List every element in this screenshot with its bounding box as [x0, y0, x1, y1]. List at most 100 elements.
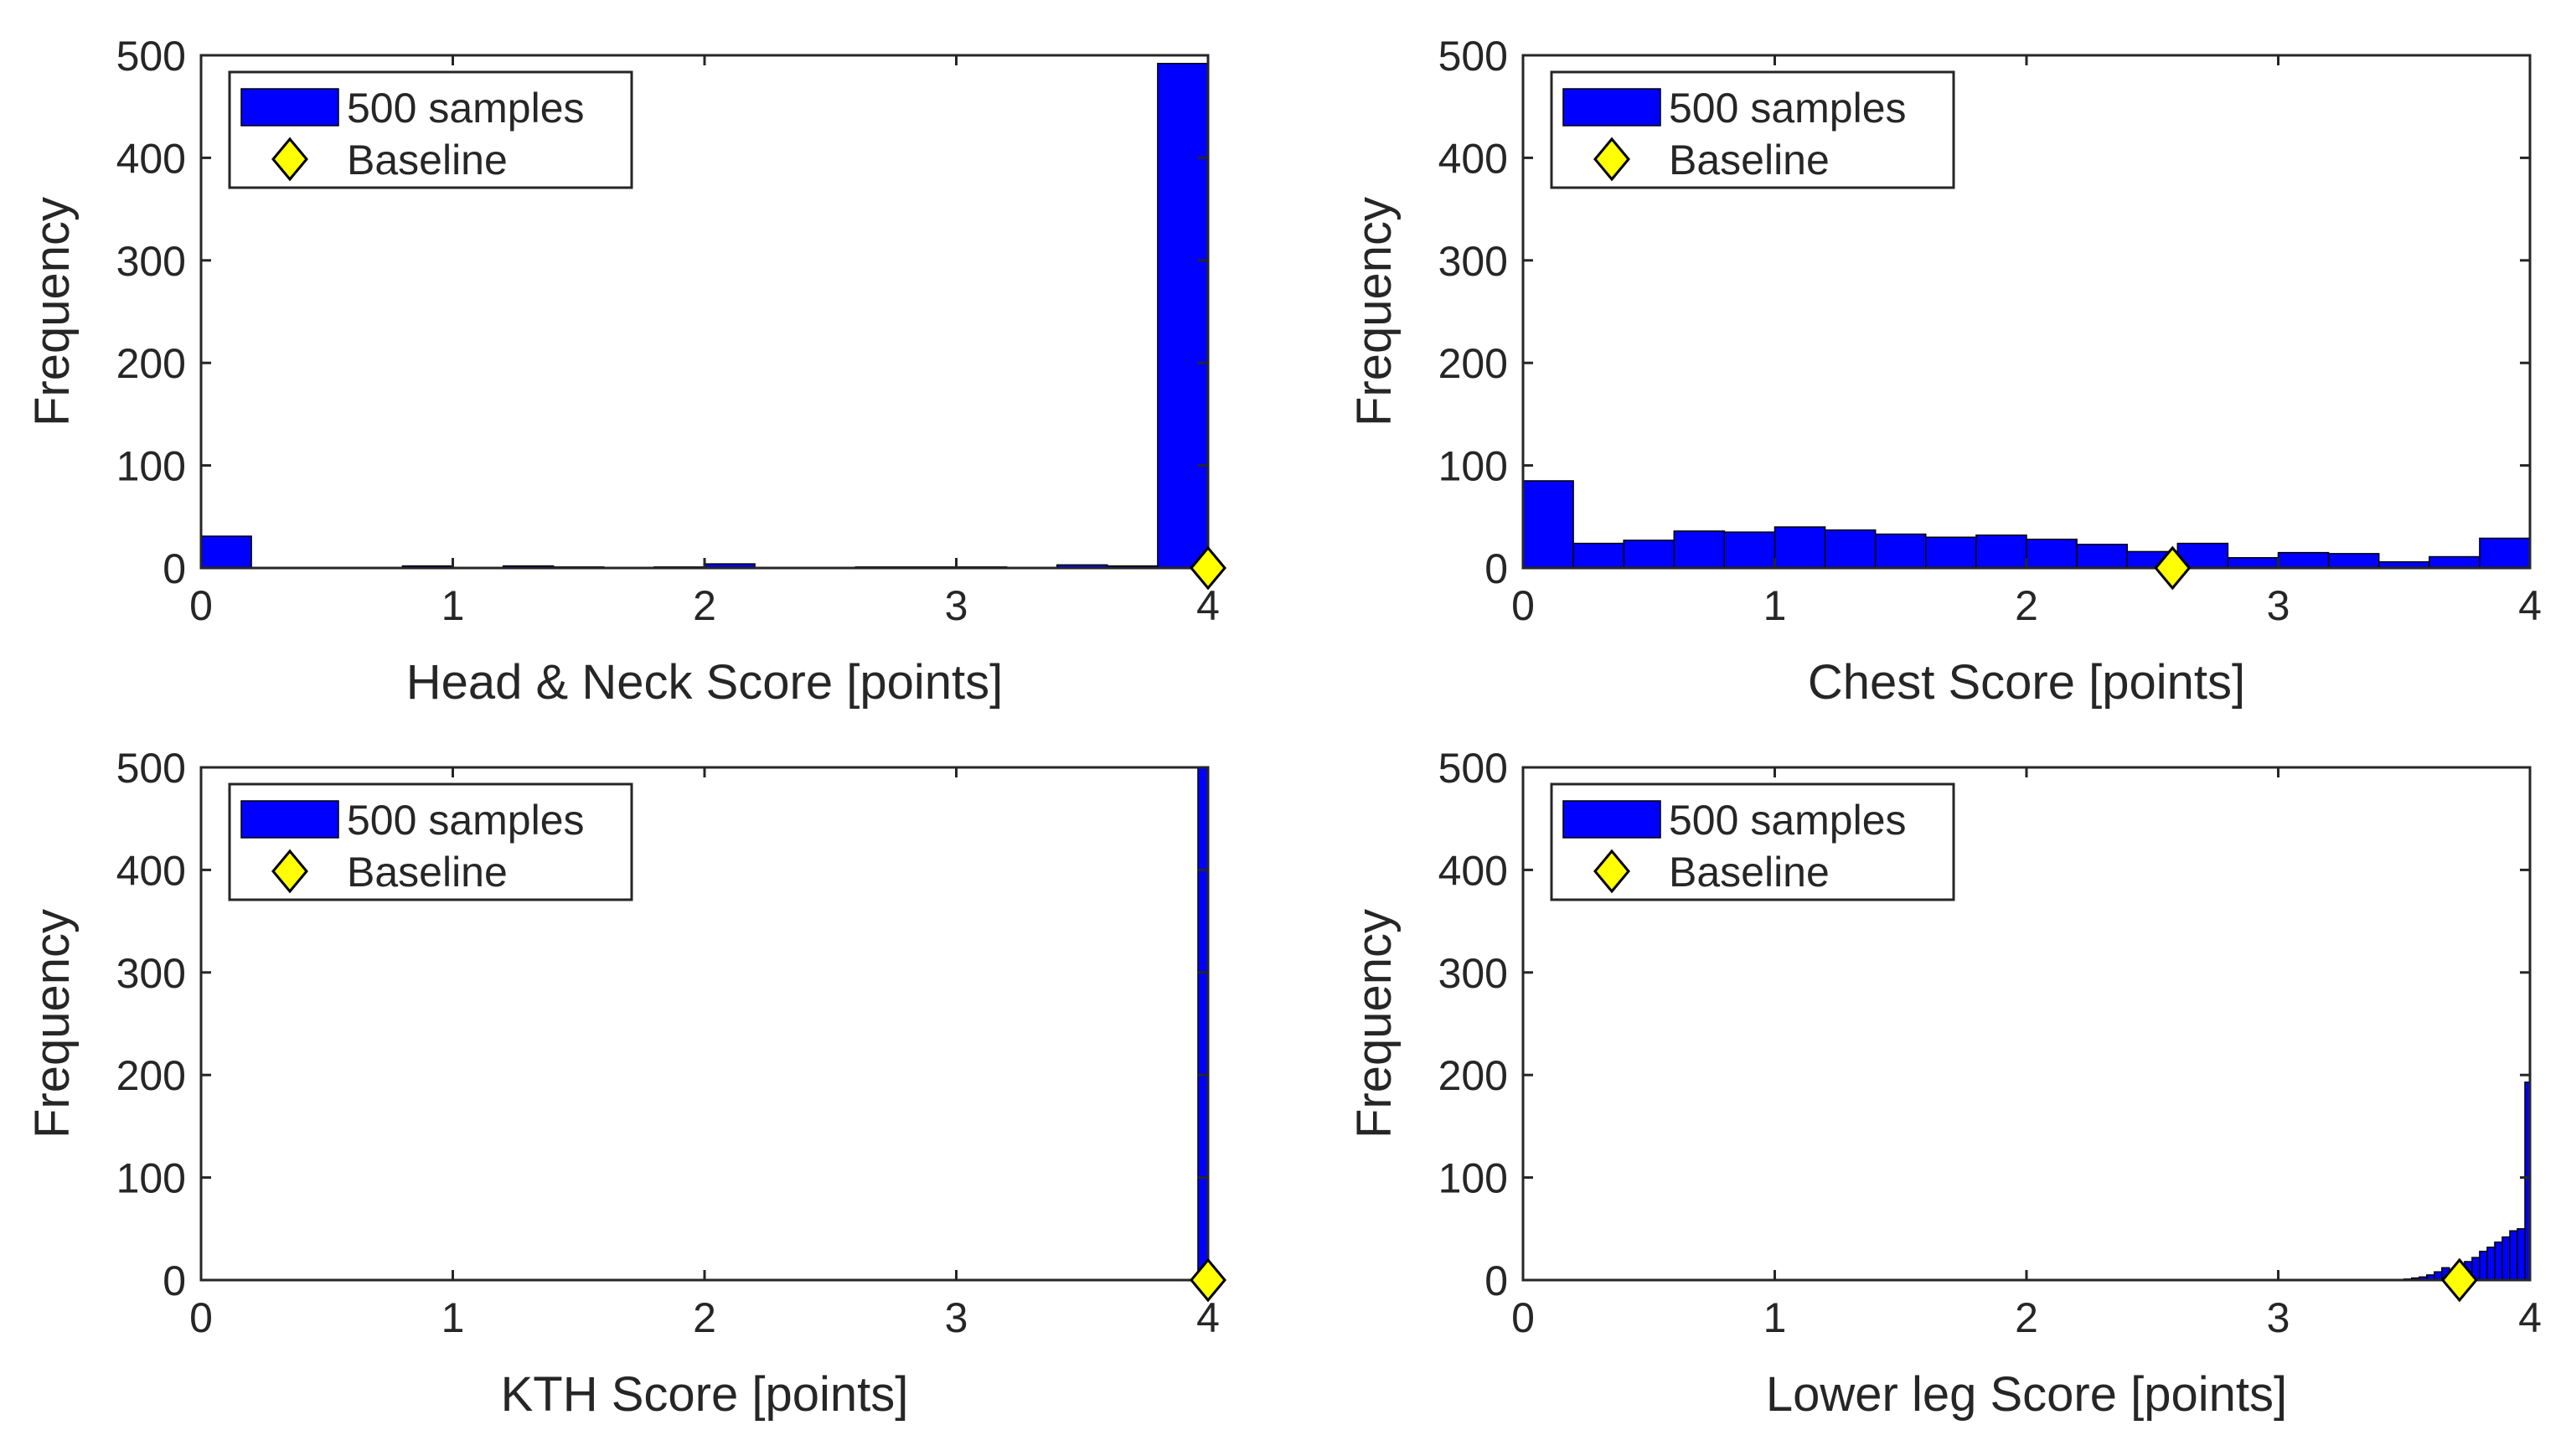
histogram-bar [2327, 553, 2380, 569]
histogram-bar [1723, 531, 1776, 569]
histogram-bar [200, 535, 252, 569]
legend-baseline-swatch [271, 849, 308, 894]
histogram-bar [1522, 480, 1574, 569]
x-tick-label: 0 [189, 582, 213, 629]
legend-bar-swatch [240, 88, 339, 126]
legend-label-baseline: Baseline [1669, 137, 1830, 183]
legend-label-samples: 500 samples [1669, 797, 1907, 844]
x-tick-label: 3 [945, 1294, 968, 1341]
y-tick-label: 200 [1438, 340, 1508, 387]
legend-label-baseline: Baseline [1669, 849, 1830, 896]
histogram-bar [2479, 1250, 2488, 1281]
histogram-bar [2076, 544, 2128, 569]
legend: 500 samples Baseline [228, 782, 633, 901]
histogram-bar [2494, 1241, 2503, 1281]
legend-label-samples: 500 samples [1669, 85, 1907, 132]
y-tick-label: 200 [1438, 1052, 1508, 1099]
histogram-bar [1572, 542, 1624, 569]
histogram-bar [1773, 526, 1826, 569]
legend-bar-swatch [1562, 88, 1661, 126]
histogram-bar [2227, 557, 2279, 569]
y-tick-label: 400 [116, 847, 186, 894]
y-tick-label: 300 [116, 238, 186, 285]
y-tick-label: 100 [1438, 443, 1508, 490]
y-tick-label: 500 [1438, 745, 1508, 792]
x-tick-label: 0 [1511, 1294, 1535, 1341]
histogram-bar [1824, 529, 1877, 569]
histogram-bar [2429, 555, 2481, 569]
x-tick-label: 4 [2518, 1294, 2542, 1341]
legend-label-samples: 500 samples [347, 797, 585, 844]
histogram-bar [1157, 63, 1209, 569]
legend-label-samples: 500 samples [347, 85, 585, 132]
y-tick-label: 500 [116, 33, 186, 80]
histogram-bar [1673, 530, 1726, 569]
histogram-bars [1197, 767, 1209, 1281]
y-tick-label: 100 [116, 1155, 186, 1202]
x-tick-label: 0 [1511, 582, 1535, 629]
baseline-marker [1190, 545, 1226, 591]
baseline-marker [2440, 1257, 2478, 1303]
x-axis-label: Chest Score [points] [1808, 655, 2245, 710]
legend: 500 samples Baseline [1550, 782, 1955, 901]
y-tick-label: 400 [1438, 847, 1508, 894]
y-tick-label: 200 [116, 340, 186, 387]
x-tick-label: 2 [2015, 1294, 2038, 1341]
x-tick-label: 3 [2267, 582, 2290, 629]
x-axis-label: KTH Score [points] [501, 1367, 909, 1422]
y-axis-label: Frequency [1347, 197, 1402, 426]
y-tick-label: 300 [1438, 950, 1508, 997]
histogram-bar [2479, 537, 2531, 569]
y-tick-label: 100 [1438, 1155, 1508, 1202]
y-tick-label: 100 [116, 443, 186, 490]
histogram-bar [1874, 533, 1927, 569]
legend-bar-swatch [240, 800, 339, 839]
histogram-bar [2277, 551, 2330, 569]
histogram-bar [1975, 534, 2027, 569]
legend: 500 samples Baseline [228, 70, 633, 189]
x-tick-label: 1 [441, 582, 465, 629]
baseline-marker [2154, 545, 2192, 591]
y-tick-label: 0 [1484, 545, 1508, 592]
x-tick-label: 3 [945, 582, 968, 629]
x-axis-label: Head & Neck Score [points] [406, 655, 1003, 710]
y-tick-label: 500 [1438, 33, 1508, 80]
x-tick-label: 0 [189, 1294, 213, 1341]
y-tick-label: 0 [1484, 1257, 1508, 1304]
histogram-bar [2509, 1230, 2518, 1281]
x-tick-label: 3 [2267, 1294, 2290, 1341]
x-tick-label: 1 [1763, 1294, 1787, 1341]
legend: 500 samples Baseline [1550, 70, 1955, 189]
y-tick-label: 0 [163, 1257, 186, 1304]
y-axis-label: Frequency [25, 909, 80, 1138]
legend-baseline-swatch [1593, 849, 1630, 894]
y-tick-label: 300 [1438, 238, 1508, 285]
y-tick-label: 200 [116, 1052, 186, 1099]
histogram-bar [2026, 538, 2078, 569]
y-axis-label: Frequency [25, 197, 80, 426]
chart-panel-4: 0 1 2 3 4 0 100 200 300 400 500 Lower leg Score [po… [1347, 745, 2542, 1422]
histogram-bar [2501, 1236, 2511, 1281]
legend-label-baseline: Baseline [347, 849, 508, 896]
y-tick-label: 400 [1438, 135, 1508, 182]
x-tick-label: 4 [2518, 582, 2542, 629]
y-tick-label: 400 [116, 135, 186, 182]
y-tick-label: 0 [163, 545, 186, 592]
x-tick-label: 2 [2015, 582, 2038, 629]
y-axis-label: Frequency [1347, 909, 1402, 1138]
x-tick-label: 1 [441, 1294, 465, 1341]
histogram-bar [1623, 540, 1675, 569]
y-tick-label: 300 [116, 950, 186, 997]
y-tick-label: 500 [116, 745, 186, 792]
legend-baseline-swatch [1593, 137, 1630, 182]
baseline-marker [1190, 1257, 1226, 1303]
chart-panel-2: 0 1 2 3 4 0 100 200 300 400 500 Chest Score [points… [1347, 33, 2542, 710]
x-tick-label: 1 [1763, 582, 1787, 629]
x-tick-label: 2 [693, 1294, 716, 1341]
x-axis-label: Lower leg Score [points] [1766, 1367, 2287, 1422]
histogram-bar [2517, 1228, 2526, 1281]
histogram-bar [1197, 767, 1209, 1281]
